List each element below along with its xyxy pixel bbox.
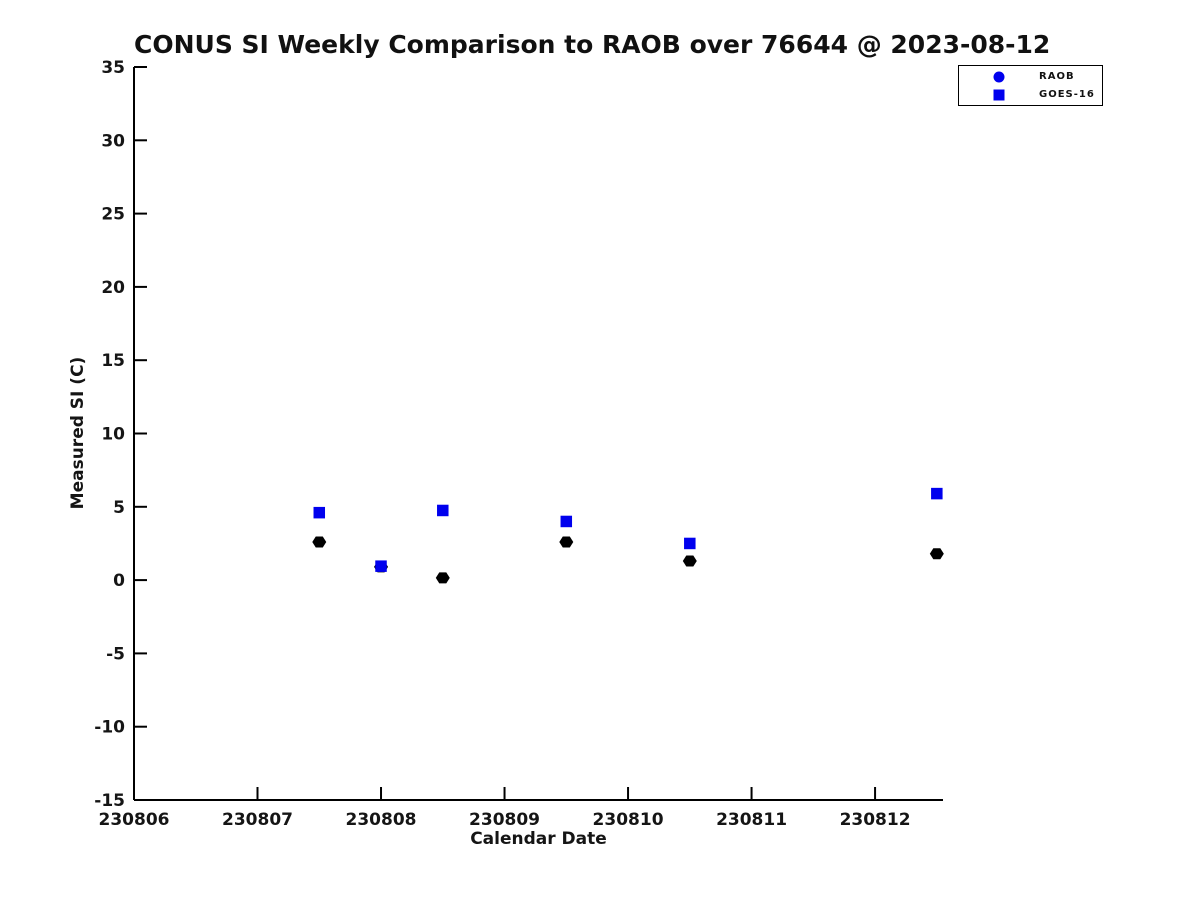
x-tick-label: 230809 [469,810,540,830]
data-point-raob [929,548,944,560]
y-tick-label: -10 [94,718,125,738]
data-point-goes-16 [931,487,943,500]
goes16-square-icon [959,89,1039,101]
x-axis-label: Calendar Date [470,829,607,849]
x-tick-label: 230812 [840,810,911,830]
legend: RAOB GOES-16 [958,65,1103,106]
y-tick-label: -5 [106,644,125,664]
y-tick-label: 15 [101,351,125,371]
data-point-goes-16 [375,560,387,572]
y-tick-label: 30 [101,131,125,151]
x-tick-label: 230810 [593,810,664,830]
data-points [312,487,944,584]
y-tick-label: 25 [101,205,125,225]
y-tick-label: 10 [101,425,125,445]
y-tick-label: 5 [113,498,125,518]
x-tick-label: 230806 [99,810,170,830]
raob-circle-icon [959,71,1039,83]
x-tick-label: 230808 [346,810,417,830]
y-axis-label: Measured SI (C) [68,356,88,510]
legend-label-raob: RAOB [1039,71,1075,82]
legend-item-goes16: GOES-16 [959,87,1102,102]
y-tick-label: -15 [94,791,125,811]
data-point-raob [435,572,450,584]
y-tick-label: 0 [113,571,125,591]
data-point-goes-16 [437,504,449,517]
legend-label-goes16: GOES-16 [1039,89,1095,100]
data-point-goes-16 [560,515,573,528]
data-point-goes-16 [313,506,326,519]
data-point-goes-16 [684,537,696,550]
data-point-raob [682,555,697,567]
axis-tick-labels: 230806 230807 230808 230809 230810 230811 2308… [94,58,910,830]
x-tick-label: 230811 [716,810,787,830]
data-point-raob [559,536,574,548]
y-tick-label: 20 [101,278,125,298]
data-point-raob [312,536,327,548]
legend-item-raob: RAOB [959,69,1102,84]
chart-title: CONUS SI Weekly Comparison to RAOB over … [134,30,1051,59]
axes [133,67,943,801]
x-tick-label: 230807 [222,810,293,830]
axis-ticks [133,66,877,801]
y-tick-label: 35 [101,58,125,78]
